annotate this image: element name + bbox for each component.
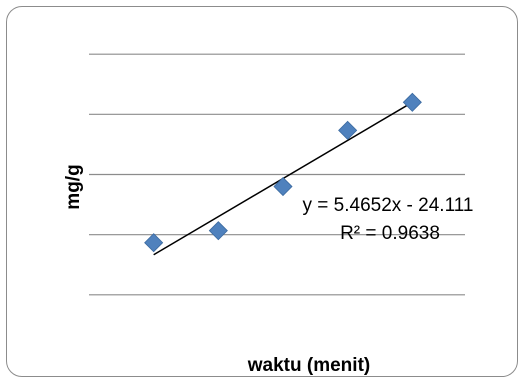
trendline-equation: y = 5.4652x - 24.111 xyxy=(303,195,474,216)
trendline-r-squared: R² = 0.9638 xyxy=(340,223,440,244)
data-point xyxy=(144,233,164,253)
data-point xyxy=(273,176,293,197)
x-axis-label: waktu (menit) xyxy=(247,355,370,376)
data-point xyxy=(208,221,228,241)
data-point xyxy=(338,120,358,140)
y-axis-label: mg/g xyxy=(63,164,84,209)
scatter-chart: mg/g waktu (menit) y = 5.4652x - 24.111 … xyxy=(63,53,474,376)
chart-frame: mg/g waktu (menit) y = 5.4652x - 24.111 … xyxy=(6,6,518,377)
data-point xyxy=(402,92,422,112)
data-points xyxy=(144,92,422,253)
gridlines xyxy=(89,53,465,296)
